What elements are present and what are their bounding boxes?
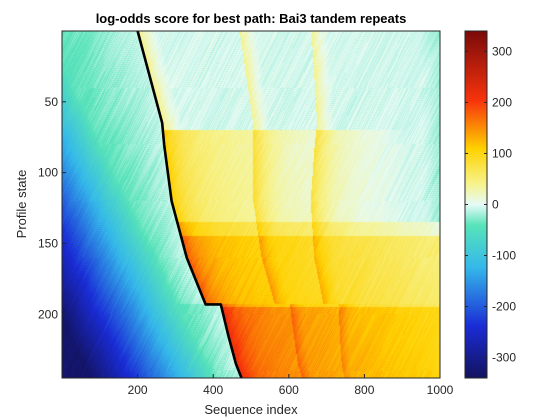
colorbar-tick-label: 300 [492,44,512,58]
x-tick-label: 600 [279,383,299,397]
colorbar-tick-label: 200 [492,95,512,109]
y-tick-label: 50 [45,95,59,109]
y-tick-label: 100 [38,166,58,180]
colorbar-tick-label: 100 [492,146,512,160]
x-axis-label: Sequence index [204,402,298,417]
colorbar-ticks: 300 200 100 0 -100 -200 -300 [465,44,516,365]
y-axis: 50 100 150 200 [38,95,66,321]
colorbar-tick-label: -200 [492,300,516,314]
y-tick-label: 200 [38,307,58,321]
x-tick-label: 1000 [427,383,454,397]
x-tick-label: 800 [354,383,374,397]
colorbar-tick-label: 0 [492,198,499,212]
colorbar-tick-label: -300 [492,351,516,365]
x-tick-label: 400 [203,383,223,397]
x-axis: 200 400 600 800 1000 [128,374,454,397]
y-axis-label: Profile state [14,170,29,239]
plot-frame [61,30,441,379]
colorbar-tick-label: -100 [492,249,516,263]
y-tick-label: 150 [38,236,58,250]
colorbar [465,31,487,378]
x-tick-label: 200 [128,383,148,397]
chart-title: log-odds score for best path: Bai3 tande… [96,11,407,26]
best-path-line [136,31,243,378]
heatmap-image [62,31,440,378]
